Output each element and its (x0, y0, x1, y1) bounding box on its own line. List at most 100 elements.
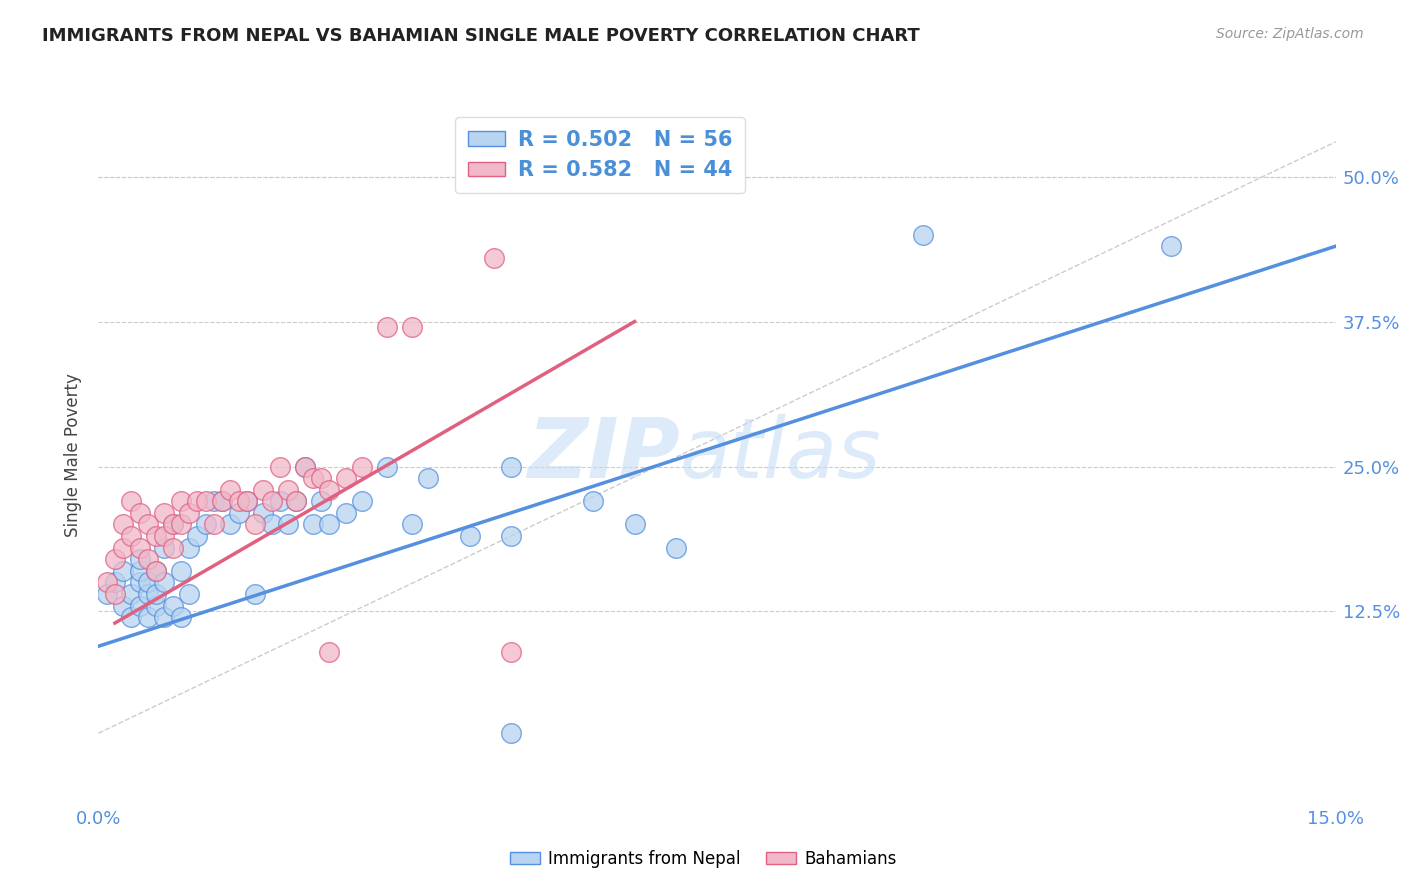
Point (302, 517, 325, 532)
Point (128, 599, 150, 613)
Point (202, 517, 225, 532)
Text: ZIP: ZIP (527, 415, 681, 495)
Point (128, 506, 150, 520)
Point (352, 459, 374, 474)
Point (153, 610, 176, 624)
Point (294, 459, 316, 474)
Point (277, 483, 299, 497)
Point (236, 494, 259, 508)
Point (375, 320, 398, 334)
Point (623, 517, 645, 532)
Point (243, 587, 266, 601)
Point (153, 529, 176, 543)
Point (302, 471, 325, 485)
Point (179, 506, 201, 520)
Point (211, 494, 233, 508)
Point (170, 494, 193, 508)
Point (112, 599, 135, 613)
Point (260, 494, 283, 508)
Point (252, 483, 274, 497)
Point (145, 599, 167, 613)
Point (153, 506, 176, 520)
Point (309, 471, 332, 485)
Point (162, 517, 184, 532)
Point (120, 610, 142, 624)
Point (186, 529, 208, 543)
Point (179, 541, 201, 555)
Point (211, 494, 233, 508)
Point (96, 575, 118, 590)
Point (219, 483, 242, 497)
Point (136, 575, 159, 590)
Point (112, 564, 135, 578)
Point (309, 494, 332, 508)
Point (104, 575, 127, 590)
Point (228, 494, 250, 508)
Point (458, 529, 481, 543)
Point (186, 494, 208, 508)
Point (1160, 239, 1182, 253)
Point (128, 575, 150, 590)
Point (145, 564, 167, 578)
Point (401, 320, 423, 334)
Point (219, 517, 242, 532)
Point (294, 459, 316, 474)
Point (375, 459, 398, 474)
Point (418, 471, 440, 485)
Point (335, 506, 357, 520)
Point (120, 494, 142, 508)
Point (252, 506, 274, 520)
Point (162, 599, 184, 613)
Point (352, 494, 374, 508)
Point (170, 610, 193, 624)
Point (269, 459, 291, 474)
Point (128, 541, 150, 555)
Point (202, 494, 225, 508)
Point (153, 541, 176, 555)
Point (120, 529, 142, 543)
Point (665, 541, 688, 555)
Point (499, 529, 522, 543)
Point (136, 610, 159, 624)
Point (243, 517, 266, 532)
Point (136, 587, 159, 601)
Point (194, 494, 217, 508)
Text: Source: ZipAtlas.com: Source: ZipAtlas.com (1216, 27, 1364, 41)
Point (236, 494, 259, 508)
Point (228, 506, 250, 520)
Legend: Immigrants from Nepal, Bahamians: Immigrants from Nepal, Bahamians (503, 844, 903, 875)
Point (104, 552, 127, 566)
Point (162, 517, 184, 532)
Point (120, 587, 142, 601)
Point (96, 587, 118, 601)
Point (145, 587, 167, 601)
Point (499, 645, 522, 659)
Point (499, 726, 522, 740)
Point (128, 552, 150, 566)
Legend: R = 0.502   N = 56, R = 0.582   N = 44: R = 0.502 N = 56, R = 0.582 N = 44 (456, 118, 745, 193)
Point (285, 494, 308, 508)
Point (318, 483, 340, 497)
Point (260, 517, 283, 532)
Text: IMMIGRANTS FROM NEPAL VS BAHAMIAN SINGLE MALE POVERTY CORRELATION CHART: IMMIGRANTS FROM NEPAL VS BAHAMIAN SINGLE… (42, 27, 920, 45)
Point (335, 471, 357, 485)
Point (128, 564, 150, 578)
Point (170, 517, 193, 532)
Point (912, 227, 935, 242)
Point (285, 494, 308, 508)
Point (179, 587, 201, 601)
Text: atlas: atlas (681, 415, 882, 495)
Point (145, 529, 167, 543)
Point (318, 517, 340, 532)
Point (499, 459, 522, 474)
Point (104, 587, 127, 601)
Point (170, 564, 193, 578)
Point (269, 494, 291, 508)
Point (401, 517, 423, 532)
Point (136, 552, 159, 566)
Point (153, 575, 176, 590)
Point (277, 517, 299, 532)
Point (582, 494, 605, 508)
Point (112, 541, 135, 555)
Point (136, 517, 159, 532)
